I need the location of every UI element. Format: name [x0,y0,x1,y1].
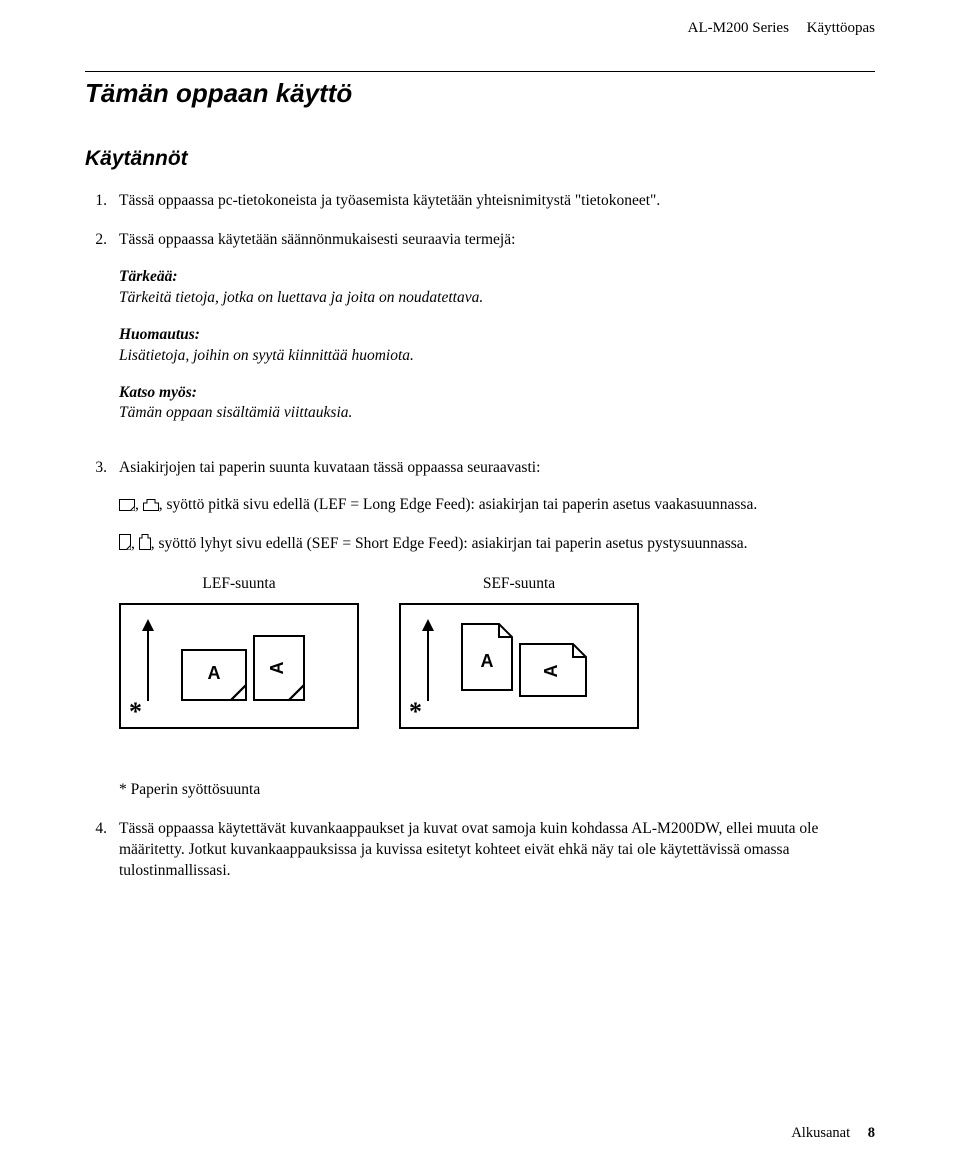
page-footer: Alkusanat 8 [791,1125,875,1142]
item-3-intro: Asiakirjojen tai paperin suunta kuvataan… [119,458,875,479]
list-item-3: 3. Asiakirjojen tai paperin suunta kuvat… [85,458,875,557]
feed-arrow-icon [419,619,437,703]
term-block-important: Tärkeää: Tärkeitä tietoja, jotka on luet… [119,267,875,309]
list-item-1: 1. Tässä oppaassa pc-tietokoneista ja ty… [85,191,875,212]
lef-text: , syöttö pitkä sivu edellä (LEF = Long E… [159,496,757,513]
section-title: Tämän oppaan käyttö [85,78,875,109]
section-rule [85,71,875,72]
item-number: 2. [85,230,119,440]
svg-text:A: A [208,663,221,683]
star-marker: * [129,699,142,725]
lef-label: LEF-suunta [119,575,359,593]
svg-text:A: A [481,651,494,671]
diagram-labels: LEF-suunta SEF-suunta [119,575,875,593]
item-body: Asiakirjojen tai paperin suunta kuvataan… [119,458,875,557]
portrait-tray-icon [139,534,151,557]
item-number: 4. [85,819,119,882]
numbered-list-cont: 4. Tässä oppaassa käytettävät kuvankaapp… [85,819,875,882]
sef-text: , syöttö lyhyt sivu edellä (SEF = Short … [151,535,748,552]
comma: , [131,535,139,552]
landscape-page-icon [119,497,135,518]
term-block-note: Huomautus: Lisätietoja, joihin on syytä … [119,325,875,367]
paper-group: A A [461,623,587,691]
diagram-footnote: * Paperin syöttösuunta [119,781,875,799]
footer-page-number: 8 [868,1125,875,1141]
header-series: AL-M200 Series [688,20,789,36]
item-body: Tässä oppaassa käytettävät kuvankaappauk… [119,819,875,882]
footer-section: Alkusanat [791,1125,850,1141]
landscape-paper-a-icon: A [519,643,587,697]
sef-diagram: A A * [399,603,639,729]
sef-label: SEF-suunta [399,575,639,593]
diagram-panels: A A * A [119,603,875,729]
term-head: Katso myös: [119,383,875,404]
feed-arrow-icon [139,619,157,703]
numbered-list: 1. Tässä oppaassa pc-tietokoneista ja ty… [85,191,875,557]
item-body: Tässä oppaassa käytetään säännönmukaises… [119,230,875,440]
lef-line: , , syöttö pitkä sivu edellä (LEF = Long… [119,495,875,518]
term-body: Lisätietoja, joihin on syytä kiinnittää … [119,346,875,367]
list-item-2: 2. Tässä oppaassa käytetään säännönmukai… [85,230,875,440]
list-item-4: 4. Tässä oppaassa käytettävät kuvankaapp… [85,819,875,882]
term-head: Huomautus: [119,325,875,346]
item-number: 3. [85,458,119,557]
running-header: AL-M200 Series Käyttöopas [85,20,875,37]
term-block-seealso: Katso myös: Tämän oppaan sisältämiä viit… [119,383,875,425]
portrait-page-icon [119,534,131,557]
term-body: Tärkeitä tietoja, jotka on luettava ja j… [119,288,875,309]
star-marker: * [409,699,422,725]
lef-diagram: A A * [119,603,359,729]
term-head: Tärkeää: [119,267,875,288]
svg-text:A: A [267,662,287,675]
header-doctype: Käyttöopas [807,20,875,36]
page: AL-M200 Series Käyttöopas Tämän oppaan k… [0,0,960,1162]
svg-text:A: A [541,665,561,678]
landscape-tray-icon [143,497,159,518]
item-body: Tässä oppaassa pc-tietokoneista ja työas… [119,191,875,212]
item-number: 1. [85,191,119,212]
item-2-intro: Tässä oppaassa käytetään säännönmukaises… [119,230,875,251]
sef-line: , , syöttö lyhyt sivu edellä (SEF = Shor… [119,534,875,557]
term-body: Tämän oppaan sisältämiä viittauksia. [119,403,875,424]
landscape-paper-a-icon: A [181,649,247,701]
portrait-paper-a-icon: A [461,623,513,691]
subsection-title: Käytännöt [85,147,875,171]
paper-group: A A [181,635,305,701]
comma: , [135,496,143,513]
portrait-paper-a-icon: A [253,635,305,701]
